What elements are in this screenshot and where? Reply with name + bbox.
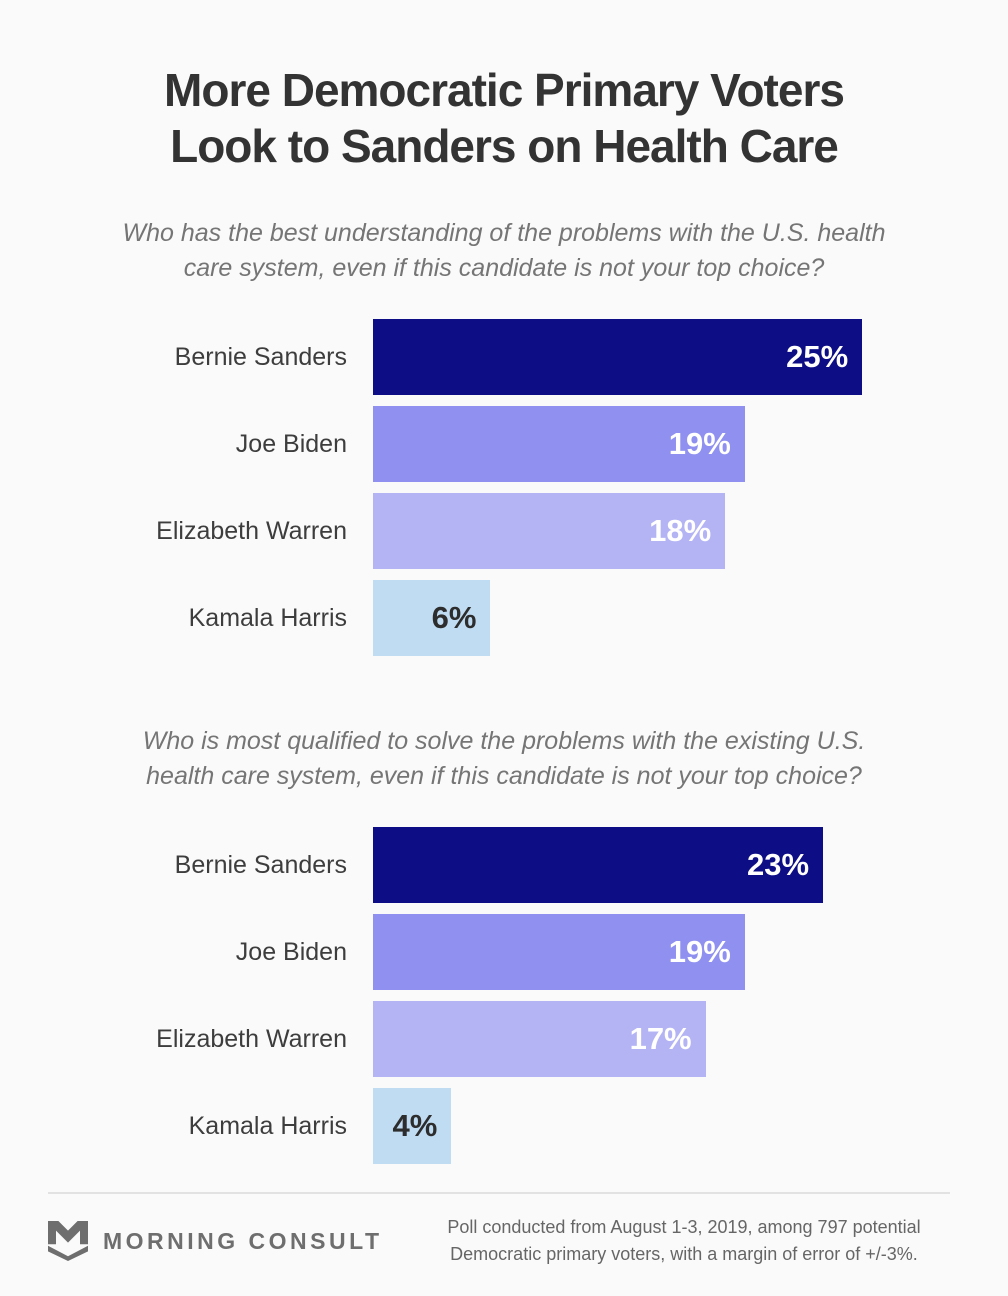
bar-track: 18% [373, 493, 960, 570]
morning-consult-wordmark: MORNING CONSULT [103, 1227, 383, 1254]
bar-kamala-harris: 6% [373, 580, 491, 657]
bar-track: 6% [373, 580, 960, 657]
bar-row: Joe Biden 19% [48, 914, 960, 991]
page-title-line-2: Look to Sanders on Health Care [170, 120, 839, 173]
morning-consult-m-icon [48, 1221, 88, 1262]
bar-joe-biden: 19% [373, 406, 745, 483]
bar-track: 19% [373, 914, 960, 991]
question-line: Who has the best understanding of the pr… [122, 219, 886, 248]
category-label: Joe Biden [235, 430, 347, 459]
poll-note-line-2: Democratic primary voters, with a margin… [450, 1244, 918, 1265]
bar-bernie-sanders: 25% [373, 319, 863, 396]
bar-value-label: 23% [746, 847, 810, 883]
bar-row: Kamala Harris 6% [48, 580, 960, 657]
chart-question: Who has the best understanding of the pr… [48, 216, 960, 286]
bar-row: Elizabeth Warren 17% [48, 1001, 960, 1078]
bar-value-label: 25% [786, 339, 849, 375]
morning-consult-logo: MORNING CONSULT [48, 1221, 383, 1262]
bar-elizabeth-warren: 17% [373, 1001, 706, 1078]
footer-divider [48, 1192, 950, 1195]
question-line: health care system, even if this candida… [146, 762, 862, 791]
poll-note-line-1: Poll conducted from August 1-3, 2019, am… [447, 1217, 921, 1238]
bar-kamala-harris: 4% [373, 1088, 452, 1165]
bar-row: Joe Biden 19% [48, 406, 960, 483]
page-title: More Democratic Primary Voters Look to S… [48, 62, 960, 174]
category-label: Bernie Sanders [174, 343, 347, 372]
bar-row: Elizabeth Warren 18% [48, 493, 960, 570]
bars: Bernie Sanders 25% Joe Biden 19% Elizabeth W… [48, 319, 960, 657]
category-label: Joe Biden [235, 938, 347, 967]
bar-track: 23% [373, 827, 960, 904]
bar-track: 4% [373, 1088, 960, 1165]
bar-joe-biden: 19% [373, 914, 745, 991]
bar-value-label: 17% [629, 1021, 692, 1057]
chart-question: Who is most qualified to solve the probl… [48, 724, 960, 794]
bar-track: 17% [373, 1001, 960, 1078]
category-label: Elizabeth Warren [156, 517, 347, 546]
category-label: Bernie Sanders [174, 851, 347, 880]
bar-value-label: 18% [649, 513, 712, 549]
footer: MORNING CONSULT Poll conducted from Augu… [48, 1214, 960, 1268]
category-label: Kamala Harris [188, 1112, 347, 1141]
bar-value-label: 19% [668, 426, 731, 462]
bar-value-label: 19% [668, 934, 731, 970]
poll-methodology-note: Poll conducted from August 1-3, 2019, am… [408, 1214, 960, 1268]
bar-elizabeth-warren: 18% [373, 493, 726, 570]
question-line: Who is most qualified to solve the probl… [142, 727, 866, 756]
bar-value-label: 4% [392, 1108, 438, 1144]
bar-track: 19% [373, 406, 960, 483]
bar-bernie-sanders: 23% [373, 827, 824, 904]
category-label: Elizabeth Warren [156, 1025, 347, 1054]
bar-value-label: 6% [431, 600, 477, 636]
bar-row: Bernie Sanders 25% [48, 319, 960, 396]
bar-row: Kamala Harris 4% [48, 1088, 960, 1165]
bar-track: 25% [373, 319, 960, 396]
category-label: Kamala Harris [188, 604, 347, 633]
page-title-line-1: More Democratic Primary Voters [164, 64, 845, 116]
bar-row: Bernie Sanders 23% [48, 827, 960, 904]
chart-best-understanding: Who has the best understanding of the pr… [48, 216, 960, 657]
chart-most-qualified: Who is most qualified to solve the probl… [48, 724, 960, 1165]
bars: Bernie Sanders 23% Joe Biden 19% Elizabeth W… [48, 827, 960, 1165]
question-line: care system, even if this candidate is n… [183, 254, 825, 283]
